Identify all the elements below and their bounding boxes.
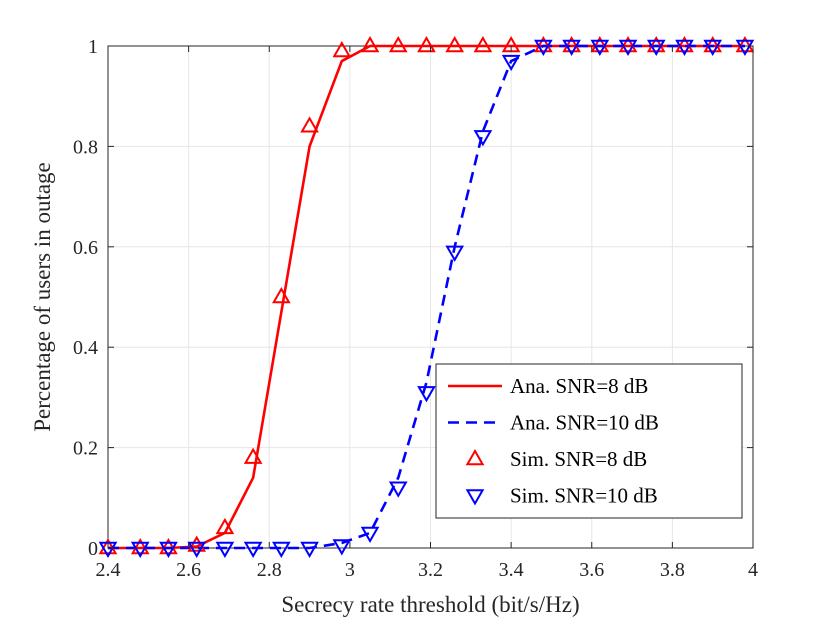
series-3-marker <box>618 39 638 57</box>
grid <box>107 45 754 549</box>
legend-swatch-3 <box>465 489 485 506</box>
series-3-marker <box>300 541 319 559</box>
x-tick-label: 3 <box>345 559 355 581</box>
series-3-marker <box>703 39 723 57</box>
series-2-marker <box>272 286 291 304</box>
x-tick-label: 3.2 <box>418 559 443 581</box>
x-tick-label: 2.6 <box>176 559 201 581</box>
legend: Ana. SNR=8 dB Ana. SNR=10 dB Sim. SNR=8 dB… <box>435 363 743 519</box>
series-3-marker <box>534 39 553 57</box>
legend-entry-label: Ana. SNR=8 dB <box>510 374 648 398</box>
series-2-marker <box>300 116 319 133</box>
x-tick-label: 3.6 <box>579 559 604 581</box>
x-tick-label: 4 <box>748 559 758 581</box>
series-3-marker <box>187 541 207 559</box>
series-3-marker <box>360 526 380 543</box>
series-2-marker <box>187 535 207 552</box>
series-2-marker <box>534 35 553 53</box>
series-3-marker <box>388 481 408 498</box>
series-2-marker <box>735 35 755 53</box>
series-2-marker <box>646 35 666 53</box>
series-3-marker <box>675 39 694 57</box>
series-3-marker <box>243 541 263 559</box>
series-3-marker <box>130 541 150 559</box>
series-3-marker <box>417 386 436 403</box>
series-3-marker <box>272 541 291 559</box>
series-2-marker <box>590 35 610 53</box>
series-2-marker <box>130 537 150 555</box>
y-tick-label: 0.2 <box>73 438 98 460</box>
series-line-1 <box>108 44 745 550</box>
legend-entry-label: Ana. SNR=10 dB <box>510 411 659 435</box>
series-2-marker <box>243 447 263 464</box>
legend-swatch-2 <box>465 448 485 466</box>
plot-area <box>98 35 755 559</box>
series-3-marker <box>445 245 465 262</box>
series-2-marker <box>675 35 694 53</box>
series-3-marker <box>646 39 666 57</box>
series-3-marker <box>562 39 581 57</box>
series-3-marker <box>590 39 610 57</box>
series-2-marker <box>473 35 493 53</box>
x-axis-label: Secrecy rate threshold (bit/s/Hz) <box>281 592 579 617</box>
series-2-marker <box>417 35 436 53</box>
y-tick-label: 1 <box>88 36 98 58</box>
y-tick-label: 0.8 <box>73 136 98 158</box>
legend-box <box>435 363 743 519</box>
series-2-marker <box>388 35 408 53</box>
y-tick-label: 0.6 <box>73 237 98 259</box>
series-2-marker <box>360 35 380 53</box>
series-2-marker <box>703 35 723 53</box>
x-tick-label: 2.4 <box>96 559 121 581</box>
y-axis-label: Percentage of users in outage <box>30 162 55 432</box>
y-tick-label: 0.4 <box>73 337 98 359</box>
series-2-marker <box>445 35 465 53</box>
x-tick-label: 3.4 <box>499 559 524 581</box>
series-3-marker <box>735 39 755 57</box>
series-3-marker <box>501 54 521 72</box>
series-2-marker <box>159 537 178 555</box>
axis-ticks: 2.4 2.6 2.8 3 3.2 3.4 3.6 3.8 4 0 0.2 0.4 0.6 0.8 1 <box>73 36 758 581</box>
legend-entry-label: Sim. SNR=10 dB <box>510 484 658 508</box>
series-3-marker <box>215 541 235 559</box>
legend-entry-label: Sim. SNR=8 dB <box>510 447 647 471</box>
x-tick-label: 2.8 <box>257 559 282 581</box>
series-2-marker <box>618 35 638 53</box>
series-2-marker <box>215 517 235 535</box>
series-2-marker <box>562 35 581 53</box>
series-3-marker <box>332 539 352 556</box>
series-3-marker <box>473 130 493 147</box>
series-2-marker <box>332 41 352 58</box>
series-3-marker <box>159 541 178 559</box>
y-tick-label: 0 <box>88 538 98 560</box>
x-tick-label: 3.8 <box>660 559 685 581</box>
series-2-marker <box>98 537 118 555</box>
